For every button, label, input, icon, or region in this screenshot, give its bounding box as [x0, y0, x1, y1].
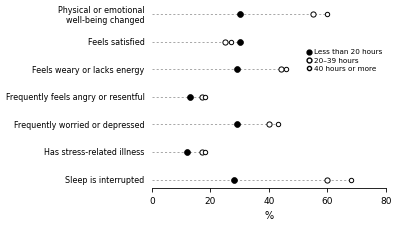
- Point: [237, 40, 243, 43]
- Point: [231, 178, 237, 181]
- Point: [187, 95, 193, 99]
- Point: [347, 178, 354, 181]
- Point: [233, 67, 240, 71]
- Point: [324, 178, 330, 181]
- Point: [222, 40, 228, 43]
- Point: [278, 67, 284, 71]
- Point: [201, 150, 208, 154]
- Point: [274, 123, 281, 126]
- Point: [201, 95, 208, 99]
- Point: [233, 123, 240, 126]
- Point: [198, 150, 205, 154]
- Point: [310, 12, 316, 16]
- Point: [184, 150, 190, 154]
- Point: [228, 40, 234, 43]
- Point: [237, 12, 243, 16]
- Point: [283, 67, 289, 71]
- Point: [266, 123, 272, 126]
- Legend: Less than 20 hours, 20–39 hours, 40 hours or more: Less than 20 hours, 20–39 hours, 40 hour…: [307, 49, 382, 72]
- Point: [324, 12, 330, 16]
- Point: [198, 95, 205, 99]
- X-axis label: %: %: [264, 211, 274, 222]
